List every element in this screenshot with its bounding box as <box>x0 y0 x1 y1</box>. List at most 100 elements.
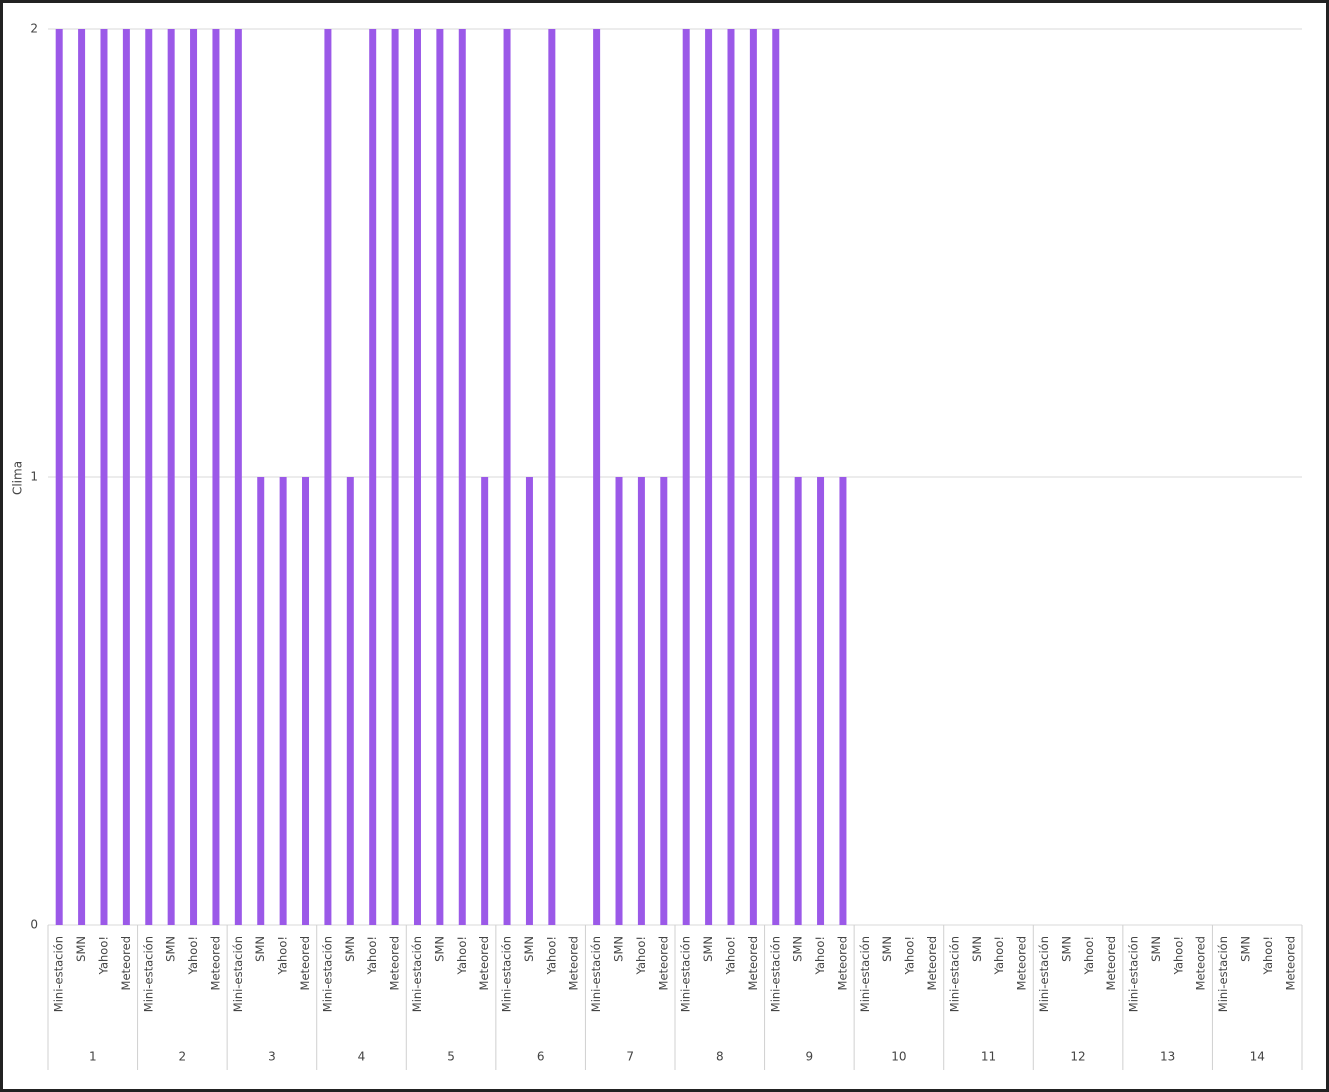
bar <box>391 29 399 925</box>
bar <box>839 477 847 925</box>
group-label: 1 <box>89 1050 97 1064</box>
x-tick-label: Yahoo! <box>96 936 110 975</box>
bar <box>55 29 63 925</box>
x-tick-label: Yahoo! <box>455 936 469 975</box>
group-label: 8 <box>716 1050 724 1064</box>
group-label: 6 <box>537 1050 545 1064</box>
x-tick-label: Yahoo! <box>365 936 379 975</box>
bar <box>705 29 713 925</box>
x-tick-label: Mini-estación <box>1127 936 1141 1012</box>
x-tick-label: Meteored <box>1104 936 1118 990</box>
group-label: 10 <box>891 1050 906 1064</box>
x-tick-label: SMN <box>612 936 626 962</box>
bar <box>503 29 511 925</box>
x-tick-label: Mini-estación <box>141 936 155 1012</box>
x-tick-label: SMN <box>880 936 894 962</box>
group-label: 11 <box>981 1050 996 1064</box>
bar <box>279 477 287 925</box>
x-tick-label: SMN <box>164 936 178 962</box>
bar <box>167 29 175 925</box>
x-tick-label: SMN <box>432 936 446 962</box>
x-tick-label: Mini-estación <box>947 936 961 1012</box>
bar <box>682 29 690 925</box>
x-tick-label: SMN <box>343 936 357 962</box>
y-axis-title: Clima <box>11 461 25 495</box>
bar <box>660 477 668 925</box>
group-label: 3 <box>268 1050 276 1064</box>
x-tick-label: Meteored <box>298 936 312 990</box>
bar <box>324 29 332 925</box>
x-tick-label: Mini-estación <box>500 936 514 1012</box>
bar <box>817 477 825 925</box>
y-tick-label: 0 <box>30 918 38 932</box>
bar <box>615 477 623 925</box>
x-tick-label: Meteored <box>119 936 133 990</box>
bar <box>548 29 556 925</box>
x-tick-label: Mini-estación <box>589 936 603 1012</box>
group-label: 12 <box>1070 1050 1085 1064</box>
bar <box>78 29 86 925</box>
bar <box>122 29 130 925</box>
x-tick-label: Mini-estación <box>410 936 424 1012</box>
bar <box>413 29 421 925</box>
group-label: 5 <box>447 1050 455 1064</box>
x-tick-label: SMN <box>791 936 805 962</box>
bar <box>727 29 735 925</box>
group-label: 14 <box>1250 1050 1265 1064</box>
group-label: 2 <box>179 1050 187 1064</box>
bar <box>794 477 802 925</box>
y-tick-label: 1 <box>30 470 38 484</box>
x-tick-label: Yahoo! <box>1171 936 1185 975</box>
x-tick-label: Yahoo! <box>992 936 1006 975</box>
bar <box>212 29 220 925</box>
x-tick-label: Meteored <box>208 936 222 990</box>
y-tick-label: 2 <box>30 22 38 36</box>
bar <box>637 477 645 925</box>
x-tick-label: Meteored <box>1283 936 1297 990</box>
x-tick-label: Mini-estación <box>1216 936 1230 1012</box>
x-tick-label: Yahoo! <box>634 936 648 975</box>
x-tick-label: Yahoo! <box>544 936 558 975</box>
x-tick-label: Mini-estación <box>1037 936 1051 1012</box>
x-tick-label: Meteored <box>1194 936 1208 990</box>
x-tick-label: SMN <box>522 936 536 962</box>
x-tick-label: Meteored <box>477 936 491 990</box>
bar <box>593 29 601 925</box>
bar <box>190 29 198 925</box>
x-tick-label: Yahoo! <box>186 936 200 975</box>
x-tick-label: Meteored <box>925 936 939 990</box>
bar <box>772 29 780 925</box>
x-tick-label: Yahoo! <box>1261 936 1275 975</box>
bar <box>145 29 153 925</box>
x-tick-label: SMN <box>253 936 267 962</box>
x-tick-label: Yahoo! <box>813 936 827 975</box>
x-tick-label: Mini-estación <box>858 936 872 1012</box>
x-tick-label: Meteored <box>656 936 670 990</box>
x-tick-label: SMN <box>74 936 88 962</box>
x-tick-label: Mini-estación <box>320 936 334 1012</box>
x-tick-label: Meteored <box>1015 936 1029 990</box>
bar <box>749 29 757 925</box>
bar <box>257 477 265 925</box>
x-tick-label: Yahoo! <box>723 936 737 975</box>
bar <box>481 477 489 925</box>
x-tick-label: Mini-estación <box>231 936 245 1012</box>
bar <box>100 29 108 925</box>
x-tick-label: Yahoo! <box>276 936 290 975</box>
x-tick-label: Meteored <box>746 936 760 990</box>
bar <box>234 29 242 925</box>
group-label: 9 <box>806 1050 814 1064</box>
x-tick-label: SMN <box>1239 936 1253 962</box>
x-tick-label: Meteored <box>567 936 581 990</box>
bar <box>525 477 533 925</box>
x-tick-label: Meteored <box>388 936 402 990</box>
x-tick-label: Yahoo! <box>903 936 917 975</box>
x-tick-label: Mini-estación <box>679 936 693 1012</box>
x-tick-label: SMN <box>701 936 715 962</box>
x-tick-label: Yahoo! <box>1082 936 1096 975</box>
group-label: 13 <box>1160 1050 1175 1064</box>
bar <box>346 477 354 925</box>
x-tick-label: Mini-estación <box>52 936 66 1012</box>
